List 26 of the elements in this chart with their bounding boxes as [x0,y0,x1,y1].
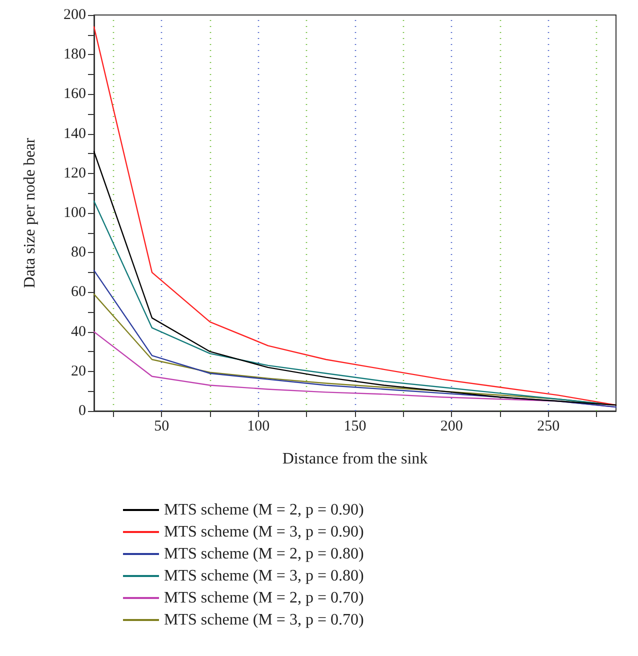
legend-label: MTS scheme (M = 2, p = 0.80) [164,546,364,562]
y-tick-label: 140 [64,126,86,142]
x-tick-label: 50 [154,418,170,434]
y-tick-label: 20 [71,363,86,380]
y-tick-label: 120 [64,165,86,182]
x-tick-label: 250 [537,418,560,434]
line-series [93,26,617,406]
x-tick-label: 150 [344,418,366,434]
legend-label: MTS scheme (M = 2, p = 0.90) [164,502,364,518]
y-axis-title: Data size per node bear [22,137,38,288]
y-tick-label: 100 [64,205,86,221]
y-tick-label: 200 [64,7,86,23]
x-tick-label: 200 [440,418,463,434]
legend-label: MTS scheme (M = 3, p = 0.80) [164,568,364,584]
y-tick-label: 160 [64,86,86,102]
x-tick-label: 100 [247,418,270,434]
legend-label: MTS scheme (M = 3, p = 0.90) [164,524,364,540]
legend-label: MTS scheme (M = 3, p = 0.70) [164,612,364,628]
y-tick-label: 40 [71,324,86,340]
x-axis-title: Distance from the sink [282,450,428,468]
y-tick-label: 0 [78,403,86,419]
y-tick-label: 180 [64,46,86,63]
legend-label: MTS scheme (M = 2, p = 0.70) [164,590,364,606]
y-tick-label: 60 [71,284,86,300]
y-tick-label: 80 [71,244,86,261]
line-series [93,151,617,406]
